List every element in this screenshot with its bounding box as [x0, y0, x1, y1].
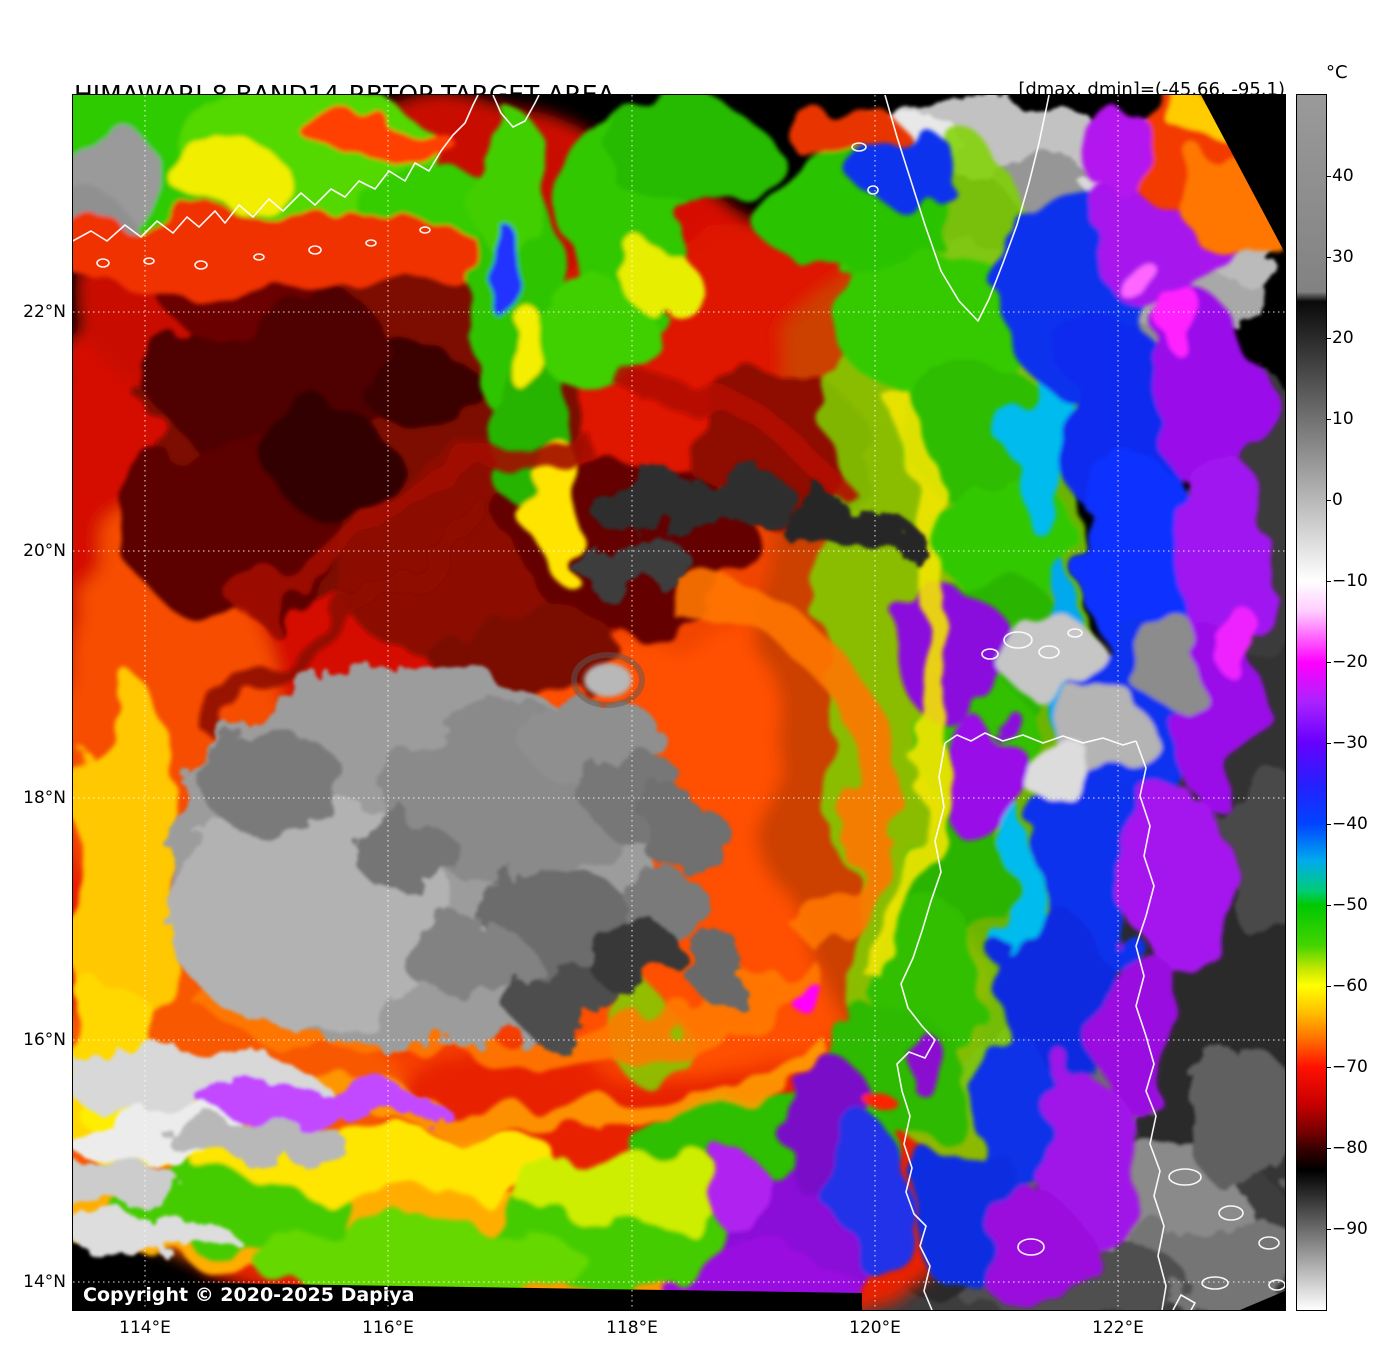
satellite-image: Copyright © 2020-2025 Dapiya — [73, 95, 1285, 1310]
colorbar-tick-m60: −60 — [1326, 976, 1368, 996]
colorbar-tick-m40: −40 — [1326, 814, 1368, 834]
colorbar-tick-30: 30 — [1326, 247, 1354, 267]
storm-eye — [571, 652, 645, 708]
lon-label-118e: 118°E — [606, 1318, 658, 1338]
central-gray-overcast — [168, 474, 917, 1050]
colorbar-tick-m80: −80 — [1326, 1138, 1368, 1158]
lon-label-122e: 122°E — [1092, 1318, 1144, 1338]
lat-label-22n: 22°N — [23, 302, 66, 322]
satellite-map: Copyright © 2020-2025 Dapiya — [72, 94, 1286, 1311]
colorbar-tick-0: 0 — [1326, 490, 1343, 510]
colorbar-tick-40: 40 — [1326, 166, 1354, 186]
colorbar-tick-20: 20 — [1326, 328, 1354, 348]
lon-label-114e: 114°E — [119, 1318, 171, 1338]
lat-label-16n: 16°N — [23, 1030, 66, 1050]
graticule-grid — [73, 95, 1285, 1310]
bottom-left-streaks — [73, 1048, 443, 1255]
colorbar-tick-m90: −90 — [1326, 1219, 1368, 1239]
colorbar-tick-m50: −50 — [1326, 895, 1368, 915]
colorbar-tick-m10: −10 — [1326, 571, 1368, 591]
data-boundary — [73, 95, 1285, 1310]
lat-label-14n: 14°N — [23, 1272, 66, 1292]
copyright-text: Copyright © 2020-2025 Dapiya — [83, 1284, 414, 1306]
colorbar-unit: °C — [1326, 62, 1348, 83]
lat-label-20n: 20°N — [23, 541, 66, 561]
lon-label-116e: 116°E — [362, 1318, 414, 1338]
lon-label-120e: 120°E — [849, 1318, 901, 1338]
colorbar-tick-10: 10 — [1326, 409, 1354, 429]
colorbar-tick-m20: −20 — [1326, 652, 1368, 672]
lat-label-18n: 18°N — [23, 788, 66, 808]
colorbar-tick-m70: −70 — [1326, 1057, 1368, 1077]
colorbar-tick-m30: −30 — [1326, 733, 1368, 753]
colorbar — [1296, 94, 1327, 1311]
colorbar-gradient — [1297, 95, 1326, 1310]
coastlines — [73, 95, 1285, 1310]
